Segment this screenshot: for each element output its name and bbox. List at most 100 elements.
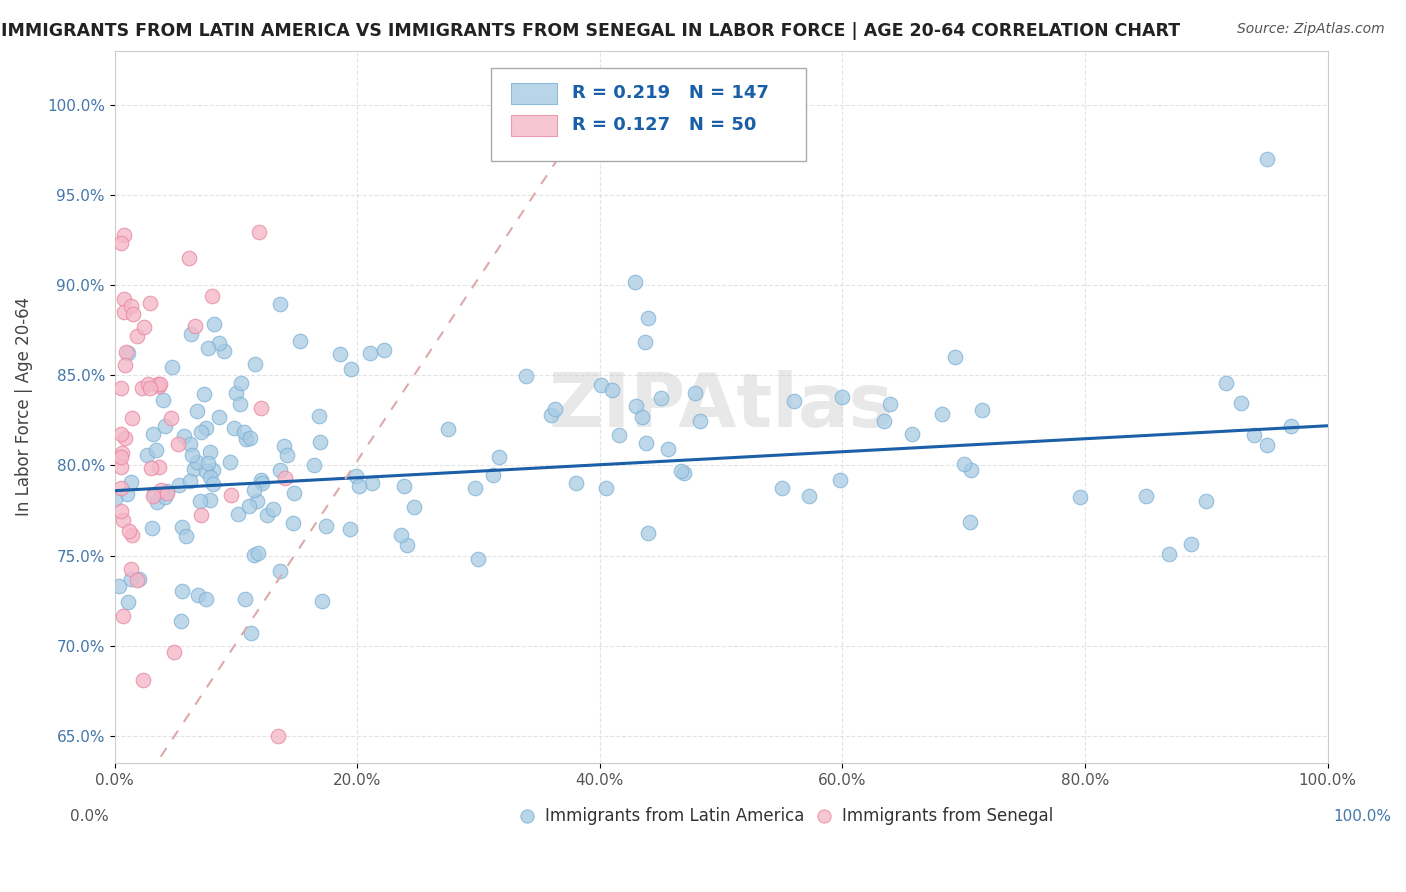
Point xyxy=(141,520,163,534)
Point xyxy=(132,673,155,688)
Point xyxy=(149,376,172,391)
Point xyxy=(515,368,537,383)
Point xyxy=(139,461,162,475)
Point xyxy=(125,574,148,588)
Point xyxy=(110,460,132,475)
Point xyxy=(186,403,208,417)
Point xyxy=(1230,396,1253,410)
Point xyxy=(1256,438,1278,452)
Point xyxy=(238,499,260,513)
Point xyxy=(943,350,966,364)
Point xyxy=(243,548,266,562)
Point xyxy=(240,626,263,640)
Point xyxy=(184,318,207,333)
Point xyxy=(634,334,657,349)
Point xyxy=(208,335,231,350)
Y-axis label: In Labor Force | Age 20-64: In Labor Force | Age 20-64 xyxy=(15,297,32,516)
Point xyxy=(623,275,645,289)
Point xyxy=(145,494,167,508)
Point xyxy=(167,437,190,451)
Point xyxy=(315,519,337,533)
Point xyxy=(360,475,382,490)
Point xyxy=(831,390,853,404)
Point xyxy=(952,457,974,471)
Text: 0.0%: 0.0% xyxy=(70,809,108,824)
Point xyxy=(136,377,159,392)
Point xyxy=(873,414,896,428)
Point xyxy=(339,361,361,376)
Point xyxy=(142,489,165,503)
Point xyxy=(190,508,212,522)
Point xyxy=(231,376,253,390)
Point xyxy=(153,419,176,434)
Point xyxy=(111,513,134,527)
Point xyxy=(136,448,159,462)
Point xyxy=(198,492,221,507)
Point xyxy=(309,435,332,450)
Point xyxy=(970,402,993,417)
Text: R = 0.219   N = 147: R = 0.219 N = 147 xyxy=(572,85,769,103)
Point xyxy=(283,486,305,500)
Point xyxy=(931,407,953,421)
Point xyxy=(114,432,136,446)
Point xyxy=(201,463,224,477)
Point xyxy=(170,519,193,533)
Point xyxy=(117,346,139,360)
Point xyxy=(344,469,367,483)
Point xyxy=(657,442,679,456)
Point xyxy=(111,446,134,460)
Point xyxy=(201,477,224,491)
Point xyxy=(1256,152,1278,166)
Point xyxy=(115,487,138,501)
Point xyxy=(149,483,172,497)
Point xyxy=(120,475,142,490)
Point xyxy=(186,455,208,469)
Point xyxy=(190,425,212,440)
Point xyxy=(148,379,170,393)
Point xyxy=(267,729,290,743)
Point xyxy=(770,481,793,495)
Point xyxy=(797,489,820,503)
Point xyxy=(595,481,617,495)
FancyBboxPatch shape xyxy=(491,69,806,161)
Point xyxy=(302,458,325,473)
Point xyxy=(464,481,486,495)
Point xyxy=(828,473,851,487)
Point xyxy=(256,508,278,522)
Point xyxy=(636,436,658,450)
Point xyxy=(179,251,201,265)
Point xyxy=(163,645,186,659)
Point xyxy=(235,432,257,446)
Point xyxy=(683,385,706,400)
Point xyxy=(565,475,588,490)
Point xyxy=(1243,427,1265,442)
Point xyxy=(1135,489,1157,503)
Point xyxy=(188,494,211,508)
Point xyxy=(146,376,169,391)
Point xyxy=(194,420,217,434)
Point xyxy=(131,380,153,394)
Point xyxy=(600,384,623,398)
Point xyxy=(134,319,156,334)
Point xyxy=(235,591,257,606)
Point xyxy=(467,551,489,566)
Point xyxy=(269,463,291,477)
Point xyxy=(229,397,252,411)
Point xyxy=(394,478,416,492)
Point xyxy=(110,426,132,441)
Point xyxy=(311,594,333,608)
Text: IMMIGRANTS FROM LATIN AMERICA VS IMMIGRANTS FROM SENEGAL IN LABOR FORCE | AGE 20: IMMIGRANTS FROM LATIN AMERICA VS IMMIGRA… xyxy=(1,22,1180,40)
Point xyxy=(879,397,901,411)
Point xyxy=(637,526,659,541)
Point xyxy=(142,426,165,441)
Point xyxy=(202,317,225,331)
Point xyxy=(243,483,266,497)
Point xyxy=(959,463,981,477)
Point xyxy=(1195,494,1218,508)
Point xyxy=(276,448,298,462)
Point xyxy=(115,345,138,359)
FancyBboxPatch shape xyxy=(512,83,557,104)
Point xyxy=(288,334,311,349)
Point xyxy=(219,455,242,469)
Text: 100.0%: 100.0% xyxy=(1334,809,1392,824)
